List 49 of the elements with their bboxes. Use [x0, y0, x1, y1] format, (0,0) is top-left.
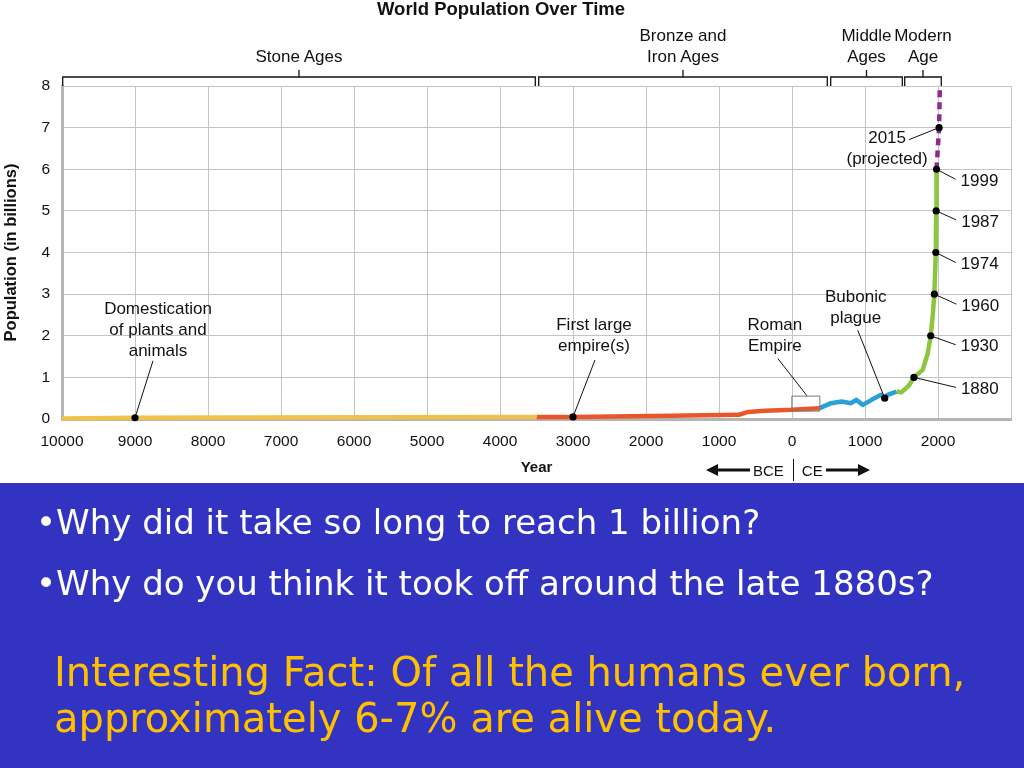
annotation: 1880: [960, 379, 999, 399]
x-tick-label: 0: [787, 431, 797, 449]
text: Modern Age: [894, 25, 952, 66]
text: Interesting Fact: Of all the humans ever born, approximately 6-7% are alive today.: [54, 649, 966, 741]
point: [881, 394, 889, 402]
x-tick-label: 1000: [701, 431, 737, 449]
annotation: First large empire(s): [556, 314, 632, 355]
y-tick-label: 0: [41, 409, 51, 427]
annotation: Roman Empire: [747, 315, 803, 356]
text: •Why do you think it took off around the late 1880s?: [36, 563, 934, 603]
y-tick-label: 8: [41, 76, 50, 94]
text: Middle Ages: [841, 25, 892, 66]
x-tick-label: 1000: [847, 431, 883, 449]
x-tick-label: 3000: [555, 431, 591, 449]
y-tick-label: 3: [41, 284, 50, 302]
y-tick-label: 6: [41, 159, 50, 177]
x-tick-label: 5000: [409, 431, 445, 449]
y-tick-label: 1: [41, 367, 50, 385]
y-axis-title: Population (in billions): [1, 163, 20, 342]
x-tick-label: 4000: [482, 431, 518, 449]
y-tick-label: 7: [41, 117, 50, 135]
annotation: 1960: [961, 295, 1000, 315]
x-tick-label: 2000: [628, 431, 664, 449]
x-tick-label: 8000: [190, 431, 226, 449]
text: Bronze and Iron Ages: [639, 25, 727, 66]
x-tick-label: 9000: [117, 431, 153, 449]
annotation: 1930: [960, 336, 999, 356]
point: [930, 290, 938, 298]
annotation: 1987: [961, 211, 999, 231]
annotation: Domestication of plants and animals: [104, 299, 212, 361]
point: [910, 373, 918, 381]
y-tick-label: 5: [41, 201, 50, 219]
x-tick-label: 7000: [263, 431, 299, 449]
point: [932, 165, 941, 173]
text: •Why did it take so long to reach 1 billion?: [36, 502, 761, 542]
x-axis-title: Year: [520, 458, 553, 476]
y-tick-label: 2: [41, 326, 50, 344]
text: BCE: [753, 461, 784, 479]
annotation: 1999: [960, 170, 999, 190]
x-tick-label: 10000: [40, 431, 84, 449]
annotation: Bubonic plague: [824, 286, 887, 327]
x-tick-label: 6000: [336, 431, 372, 449]
annotation: 1974: [960, 254, 999, 274]
x-tick-label: 2000: [920, 431, 956, 449]
chart-title: World Population Over Time: [376, 0, 626, 20]
annotation: 2015 (projected): [846, 128, 928, 169]
text: Stone Ages: [255, 46, 343, 66]
text: CE: [801, 461, 823, 479]
y-tick-label: 4: [41, 242, 51, 260]
